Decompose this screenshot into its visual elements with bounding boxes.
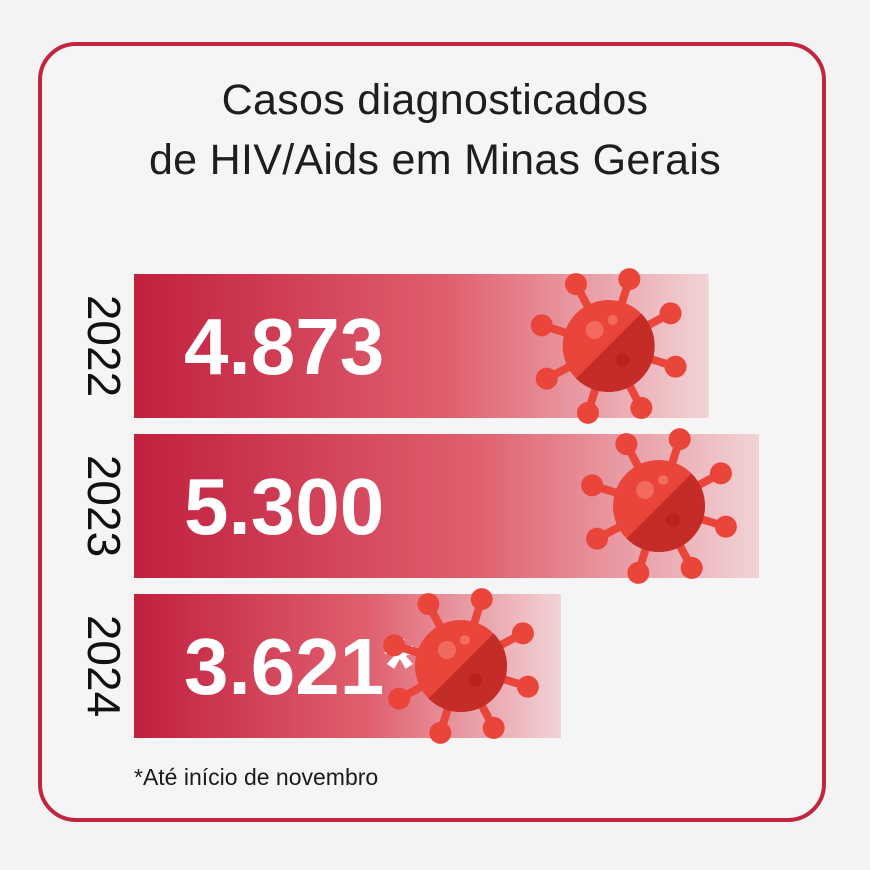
virus-icon-2023 (581, 428, 737, 584)
chart-title-line-1: Casos diagnosticados (221, 76, 649, 124)
chart-title-line-2: de HIV/Aids em Minas Gerais (148, 136, 722, 184)
value-label-2022: 4.873 (184, 302, 384, 391)
chart-title: Casos diagnosticados de HIV/Aids em Mina… (0, 70, 870, 190)
value-label-2024: 3.621* (184, 622, 416, 711)
year-label-2023: 2023 (78, 455, 130, 557)
footnote: *Até início de novembro (134, 764, 379, 790)
year-label-2022: 2022 (78, 295, 130, 397)
value-label-2023: 5.300 (184, 462, 384, 551)
virus-icon-2024 (383, 588, 539, 744)
year-label-2024: 2024 (78, 615, 130, 717)
virus-icon-2022 (530, 268, 687, 424)
